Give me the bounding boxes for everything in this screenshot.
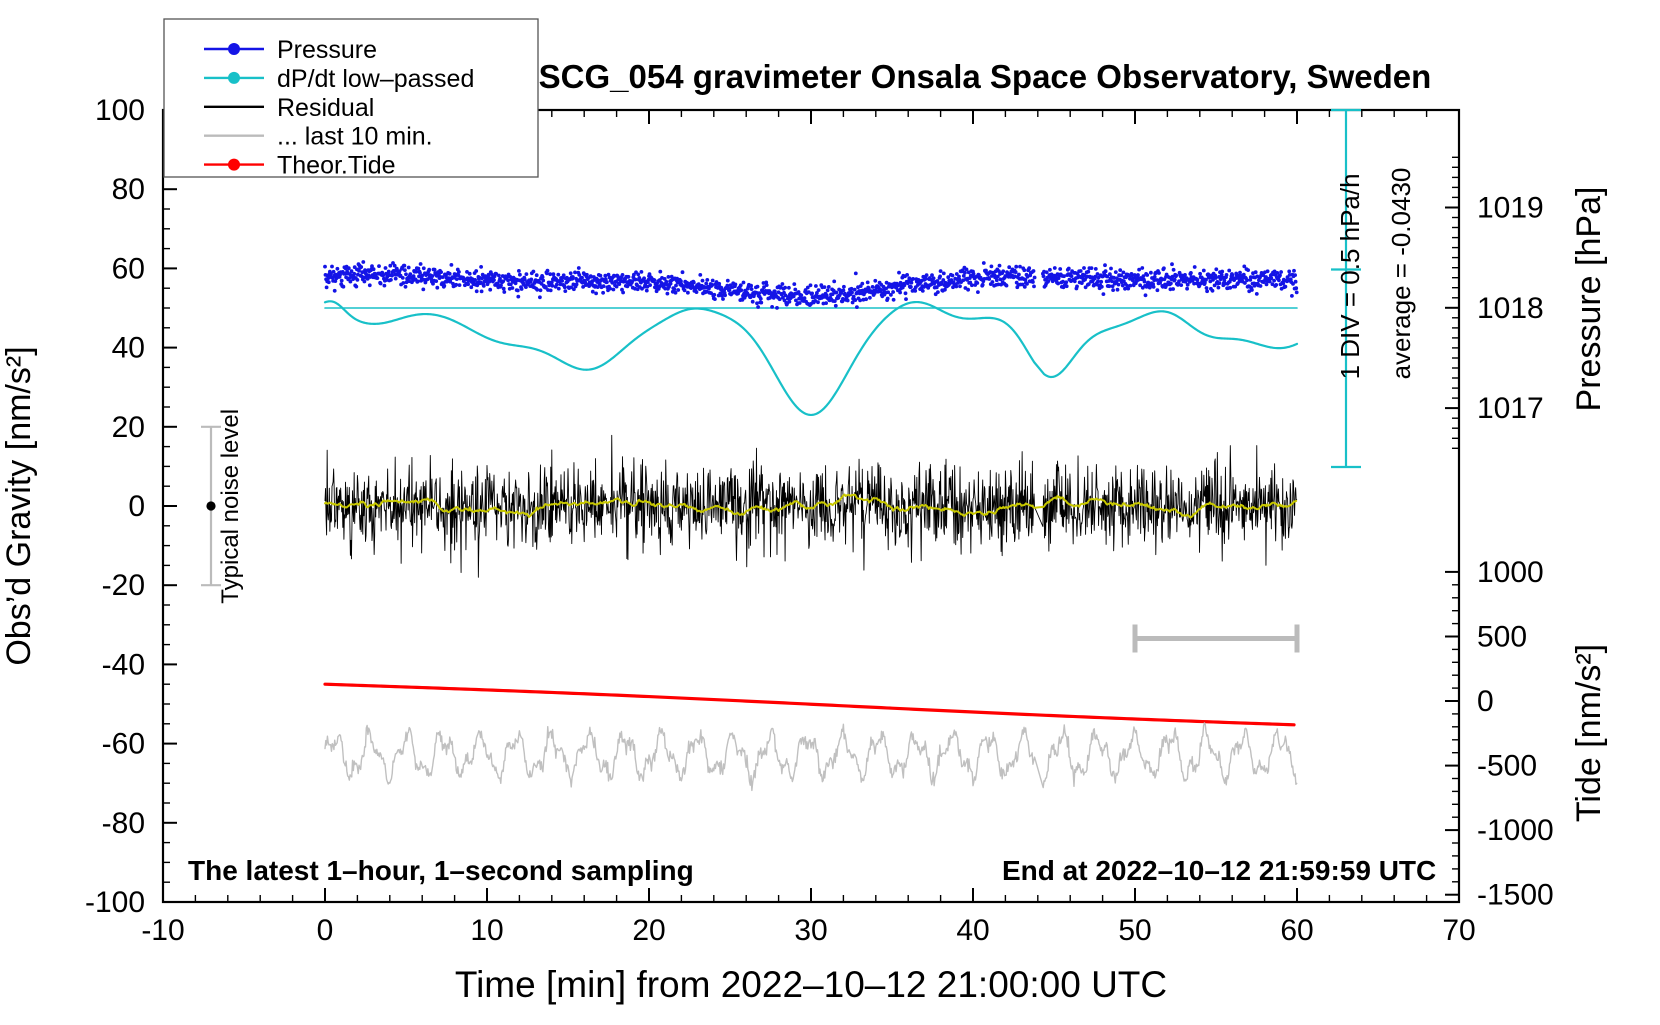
svg-text:-80: -80 bbox=[102, 807, 145, 840]
svg-text:-1000: -1000 bbox=[1477, 814, 1554, 847]
svg-text:... last 10 min.: ... last 10 min. bbox=[277, 123, 433, 151]
svg-text:Residual: Residual bbox=[277, 94, 374, 122]
svg-text:SCG_054 gravimeter Onsala Spac: SCG_054 gravimeter Onsala Space Observat… bbox=[539, 58, 1432, 95]
svg-text:-1500: -1500 bbox=[1477, 879, 1554, 912]
svg-text:Pressure [hPa]: Pressure [hPa] bbox=[1570, 187, 1608, 412]
svg-text:20: 20 bbox=[112, 411, 145, 444]
svg-text:10: 10 bbox=[470, 914, 503, 947]
svg-text:End at 2022–10–12 21:59:59 UTC: End at 2022–10–12 21:59:59 UTC bbox=[1002, 855, 1436, 886]
svg-text:70: 70 bbox=[1442, 914, 1475, 947]
svg-text:-20: -20 bbox=[102, 569, 145, 602]
svg-text:Pressure: Pressure bbox=[277, 36, 377, 64]
svg-text:40: 40 bbox=[112, 332, 145, 365]
svg-text:0: 0 bbox=[1477, 685, 1494, 718]
svg-text:30: 30 bbox=[794, 914, 827, 947]
svg-text:40: 40 bbox=[956, 914, 989, 947]
svg-text:1 DIV = 0.5 hPa/h: 1 DIV = 0.5 hPa/h bbox=[1335, 173, 1365, 379]
svg-text:dP/dt low–passed: dP/dt low–passed bbox=[277, 65, 474, 93]
svg-text:-10: -10 bbox=[141, 914, 184, 947]
svg-text:-500: -500 bbox=[1477, 750, 1537, 783]
svg-text:20: 20 bbox=[632, 914, 665, 947]
svg-text:average = -0.0430: average = -0.0430 bbox=[1386, 168, 1416, 380]
svg-text:80: 80 bbox=[112, 173, 145, 206]
svg-text:1000: 1000 bbox=[1477, 556, 1544, 589]
svg-text:Typical noise level: Typical noise level bbox=[217, 409, 244, 604]
svg-text:60: 60 bbox=[112, 252, 145, 285]
svg-text:1017: 1017 bbox=[1477, 392, 1544, 425]
svg-text:0: 0 bbox=[128, 490, 145, 523]
svg-text:1018: 1018 bbox=[1477, 292, 1544, 325]
svg-text:Time [min] from 2022–10–12 21:: Time [min] from 2022–10–12 21:00:00 UTC bbox=[455, 964, 1167, 1005]
svg-text:Obs’d Gravity [nm/s²]: Obs’d Gravity [nm/s²] bbox=[0, 346, 38, 665]
svg-text:1019: 1019 bbox=[1477, 192, 1544, 225]
svg-text:-60: -60 bbox=[102, 728, 145, 761]
svg-text:The latest 1–hour, 1–second sa: The latest 1–hour, 1–second sampling bbox=[188, 855, 694, 886]
svg-text:60: 60 bbox=[1280, 914, 1313, 947]
svg-text:50: 50 bbox=[1118, 914, 1151, 947]
svg-text:500: 500 bbox=[1477, 621, 1527, 654]
svg-text:-100: -100 bbox=[85, 886, 145, 919]
svg-text:Tide [nm/s²]: Tide [nm/s²] bbox=[1570, 644, 1608, 822]
svg-text:0: 0 bbox=[317, 914, 334, 947]
svg-text:100: 100 bbox=[95, 94, 145, 127]
svg-text:-40: -40 bbox=[102, 648, 145, 681]
svg-text:Theor.Tide: Theor.Tide bbox=[277, 152, 396, 180]
